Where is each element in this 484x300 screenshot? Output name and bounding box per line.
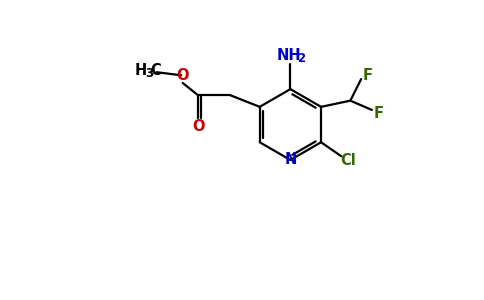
Text: O: O <box>177 68 189 83</box>
Text: H: H <box>135 63 147 78</box>
Text: F: F <box>363 68 372 83</box>
Text: 3: 3 <box>145 67 153 80</box>
Text: Cl: Cl <box>340 153 356 168</box>
Text: O: O <box>192 118 204 134</box>
Text: 2: 2 <box>297 52 305 65</box>
Text: N: N <box>284 152 297 167</box>
Text: NH: NH <box>276 48 301 63</box>
Text: C: C <box>151 63 161 78</box>
Text: F: F <box>374 106 384 121</box>
